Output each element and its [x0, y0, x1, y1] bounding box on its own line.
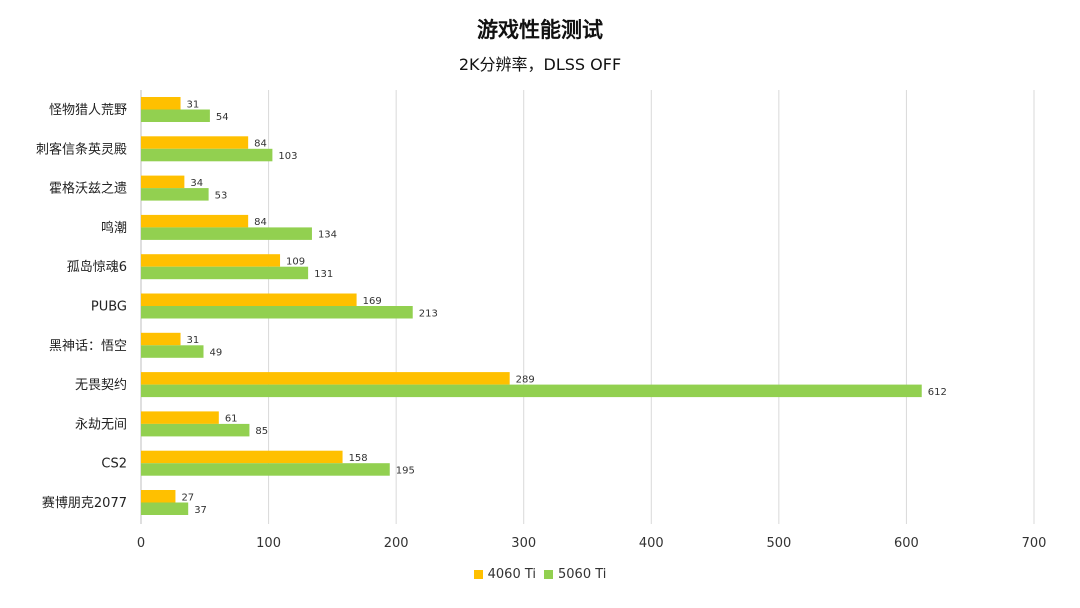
- x-tick-label: 500: [766, 536, 791, 551]
- x-tick-label: 200: [384, 536, 409, 551]
- data-label: 61: [225, 414, 238, 425]
- legend-swatch-5060ti: [544, 570, 553, 579]
- data-label: 84: [254, 139, 267, 150]
- bar-5060ti: [141, 502, 189, 515]
- bar-chart: 0 100 200 300 400 500 600 700 怪物猎人荒野 31 54 刺客信条英灵殿 8…: [36, 90, 1047, 551]
- bar-4060ti: [141, 332, 181, 346]
- legend-label-4060ti: 4060 Ti: [487, 567, 536, 582]
- x-tick-label: 400: [639, 536, 664, 551]
- data-label: 54: [216, 112, 229, 123]
- x-tick-label: 700: [1022, 536, 1047, 551]
- category-label: 黑神话：悟空: [49, 339, 127, 354]
- bar-4060ti: [141, 293, 357, 306]
- category-label: 孤岛惊魂6: [67, 259, 127, 275]
- category-label: 赛博朋克2077: [42, 495, 127, 511]
- category-label: CS2: [101, 457, 127, 472]
- legend-swatch-4060ti: [473, 570, 483, 579]
- bar-5060ti: [141, 306, 413, 319]
- bar-4060ti: [141, 214, 249, 228]
- x-tick-label: 100: [256, 536, 281, 551]
- bar-5060ti: [141, 188, 209, 201]
- data-label: 31: [187, 99, 200, 110]
- data-label: 53: [215, 190, 228, 201]
- data-label: 195: [396, 465, 415, 476]
- bar-5060ti: [141, 109, 210, 122]
- data-label: 37: [194, 505, 207, 516]
- data-label: 109: [286, 256, 305, 267]
- bar-5060ti: [141, 384, 922, 398]
- category-label: 鸣潮: [101, 220, 127, 236]
- data-label: 158: [349, 453, 368, 464]
- data-label: 34: [190, 178, 203, 189]
- legend-label-5060ti: 5060 Ti: [558, 567, 607, 582]
- legend-item-5060ti: 5060 Ti: [544, 567, 606, 582]
- x-tick-label: 0: [137, 536, 145, 551]
- bar-4060ti: [141, 372, 510, 385]
- data-label: 169: [363, 296, 382, 307]
- data-label: 49: [210, 348, 223, 359]
- bar-5060ti: [141, 345, 204, 358]
- data-label: 289: [516, 374, 535, 385]
- legend: 4060 Ti 5060 Ti: [0, 567, 1080, 582]
- data-label: 27: [181, 492, 194, 503]
- category-label: 无畏契约: [75, 378, 127, 393]
- data-label: 84: [254, 217, 267, 228]
- data-label: 31: [187, 335, 200, 346]
- data-label: 103: [278, 151, 297, 162]
- bar-4060ti: [141, 254, 281, 267]
- category-label: 永劫无间: [75, 417, 127, 432]
- data-label: 134: [318, 230, 337, 241]
- legend-item-4060ti: 4060 Ti: [473, 567, 536, 582]
- bar-4060ti: [141, 490, 176, 503]
- data-label: 213: [419, 308, 438, 319]
- bar-4060ti: [141, 175, 185, 189]
- chart-subtitle: 2K分辨率，DLSS OFF: [458, 55, 622, 74]
- x-tick-label: 300: [511, 536, 536, 551]
- category-label: PUBG: [91, 300, 127, 315]
- data-label: 131: [314, 269, 333, 280]
- bar-5060ti: [141, 148, 273, 162]
- bar-5060ti: [141, 463, 390, 476]
- category-label: 怪物猎人荒野: [49, 103, 127, 118]
- bar-4060ti: [141, 411, 219, 424]
- x-tick-label: 600: [894, 536, 919, 551]
- bar-4060ti: [141, 97, 181, 110]
- bar-5060ti: [141, 266, 309, 280]
- data-label: 85: [255, 426, 268, 437]
- category-label: 霍格沃兹之遗: [49, 181, 127, 197]
- category-label: 刺客信条英灵殿: [36, 141, 127, 157]
- bar-5060ti: [141, 423, 250, 437]
- data-label: 612: [928, 387, 947, 398]
- bar-5060ti: [141, 227, 312, 240]
- bar-4060ti: [141, 450, 343, 464]
- bar-4060ti: [141, 136, 249, 149]
- chart-title: 游戏性能测试: [477, 18, 603, 42]
